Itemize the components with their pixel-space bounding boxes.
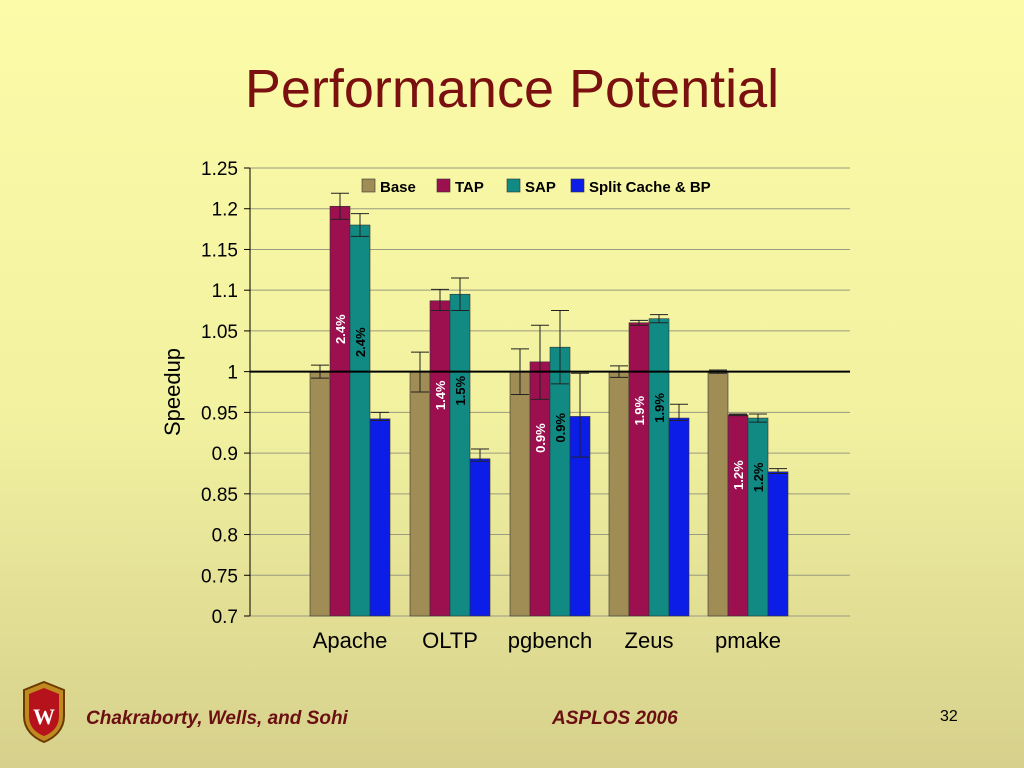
bar-sap-oltp bbox=[449, 293, 471, 617]
bar-annotation: 1.2% bbox=[731, 460, 746, 490]
y-tick-label: 0.9 bbox=[212, 444, 238, 465]
bar-split-cache-bp-oltp bbox=[469, 458, 491, 617]
bar-sap-zeus bbox=[648, 318, 670, 617]
bar-annotation: 2.4% bbox=[333, 314, 348, 344]
y-tick-label: 0.75 bbox=[201, 566, 238, 587]
footer-conference: ASPLOS 2006 bbox=[552, 708, 678, 729]
bar-annotation: 1.9% bbox=[652, 393, 667, 423]
legend-swatch bbox=[570, 178, 585, 193]
y-tick-label: 1 bbox=[227, 363, 238, 384]
y-tick-label: 1.2 bbox=[212, 200, 238, 221]
legend-label: TAP bbox=[455, 179, 484, 196]
y-tick-label: 1.1 bbox=[212, 281, 238, 302]
y-tick-label: 1.15 bbox=[201, 240, 238, 261]
bar-base-zeus bbox=[608, 371, 630, 617]
bar-annotation: 1.5% bbox=[453, 376, 468, 406]
legend-label: Split Cache & BP bbox=[589, 179, 711, 196]
bar-split-cache-bp-zeus bbox=[668, 417, 690, 617]
svg-text:W: W bbox=[33, 704, 55, 729]
x-tick-label: Zeus bbox=[625, 628, 674, 653]
y-tick-label: 0.8 bbox=[212, 526, 238, 547]
slide-title: Performance Potential bbox=[244, 59, 780, 119]
footer-authors: Chakraborty, Wells, and Sohi bbox=[86, 708, 348, 729]
bar-tap-oltp bbox=[429, 300, 451, 617]
error-bars bbox=[250, 192, 850, 474]
bar-base-pmake bbox=[707, 371, 729, 617]
bar-tap-apache bbox=[329, 205, 351, 617]
bar-sap-pgbench bbox=[549, 346, 571, 617]
legend: Base TAP SAP Split Cache & BP bbox=[361, 178, 711, 196]
bar-annotation: 1.9% bbox=[632, 395, 647, 425]
bar-split-cache-bp-apache bbox=[369, 418, 391, 617]
bar-tap-pmake bbox=[727, 414, 749, 617]
y-tick-label: 1.05 bbox=[201, 322, 238, 343]
bar-sap-pmake bbox=[747, 417, 769, 617]
x-axis-labels: Apache OLTP pgbench Zeus pmake bbox=[313, 628, 781, 653]
bar-annotation: 2.4% bbox=[353, 327, 368, 357]
legend-swatch bbox=[361, 178, 376, 193]
y-axis-ticks: 0.7 0.75 0.8 0.85 0.9 0.95 1 1.05 1.1 1.15 1.2 1.25 bbox=[201, 159, 238, 628]
bar-split-cache-bp-pmake bbox=[767, 471, 789, 617]
legend-label: Base bbox=[380, 179, 416, 196]
bar-base-oltp bbox=[409, 371, 431, 617]
bar-annotation: 1.4% bbox=[433, 380, 448, 410]
legend-label: SAP bbox=[525, 179, 556, 196]
x-tick-label: OLTP bbox=[422, 628, 478, 653]
legend-swatch bbox=[436, 178, 451, 193]
bar-base-pgbench bbox=[509, 371, 531, 617]
x-tick-label: Apache bbox=[313, 628, 388, 653]
bar-annotation: 0.9% bbox=[533, 423, 548, 453]
x-tick-label: pgbench bbox=[508, 628, 592, 653]
y-tick-label: 0.7 bbox=[212, 607, 238, 628]
x-tick-label: pmake bbox=[715, 628, 781, 653]
bar-annotations: 2.4% 2.4% 1.4% 1.5% 0.9% 0.9% 1.9% 1.9% 1.2% 1.2% bbox=[333, 314, 766, 492]
university-crest-logo: W bbox=[23, 680, 65, 744]
legend-swatch bbox=[506, 178, 521, 193]
bar-base-apache bbox=[309, 371, 331, 617]
bar-annotation: 0.9% bbox=[553, 413, 568, 443]
bar-tap-pgbench bbox=[529, 361, 551, 617]
bars bbox=[309, 205, 789, 617]
y-tick-label: 1.25 bbox=[201, 159, 238, 180]
y-axis-label: Speedup bbox=[160, 348, 185, 436]
page-number: 32 bbox=[940, 708, 958, 725]
bar-annotation: 1.2% bbox=[751, 462, 766, 492]
bar-tap-zeus bbox=[628, 322, 650, 617]
y-tick-label: 0.95 bbox=[201, 403, 238, 424]
bar-sap-apache bbox=[349, 224, 371, 617]
y-tick-label: 0.85 bbox=[201, 485, 238, 506]
